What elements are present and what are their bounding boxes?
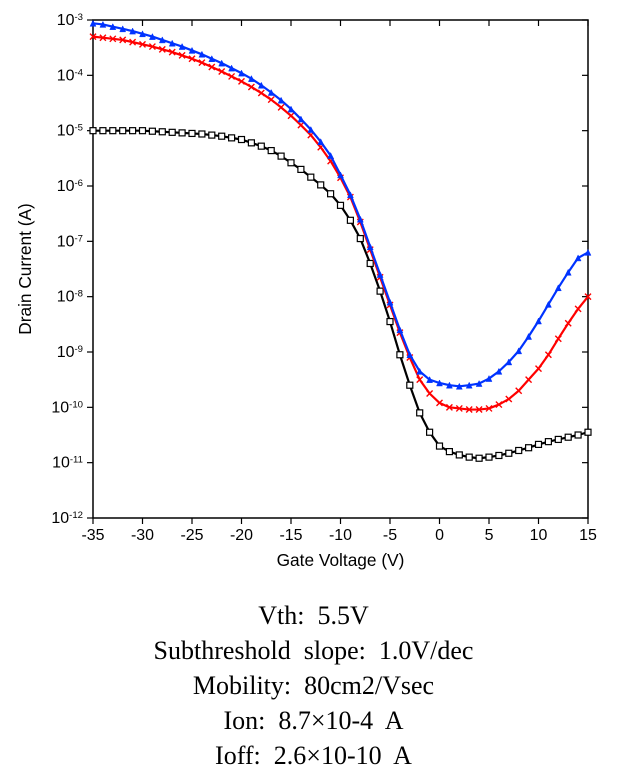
xlabel: Gate Voltage (V) xyxy=(277,550,405,570)
marker-series-black xyxy=(159,129,165,135)
xtick-label: -20 xyxy=(230,527,253,544)
marker-series-black xyxy=(328,191,334,197)
ylabel: Drain Current (A) xyxy=(15,203,35,335)
marker-series-black xyxy=(258,143,264,149)
marker-series-black xyxy=(496,452,502,458)
marker-series-black xyxy=(219,133,225,139)
marker-series-black xyxy=(209,132,215,138)
xtick-label: -30 xyxy=(131,527,154,544)
marker-series-black xyxy=(130,128,136,134)
marker-series-black xyxy=(377,288,383,294)
xtick-label: -35 xyxy=(81,527,104,544)
marker-series-black xyxy=(100,128,106,134)
marker-series-black xyxy=(239,137,245,143)
marker-series-black xyxy=(357,236,363,242)
marker-series-black xyxy=(446,449,452,455)
caption-block: Vth: 5.5VSubthreshold slope: 1.0V/decMob… xyxy=(0,598,627,773)
marker-series-black xyxy=(268,148,274,154)
marker-series-black xyxy=(199,131,205,137)
marker-series-black xyxy=(298,166,304,172)
figure-frame: -35-30-25-20-15-10-505101510-1210-1110-1… xyxy=(0,0,627,781)
marker-series-black xyxy=(338,202,344,208)
caption-line: Ion: 8.7×10-4 A xyxy=(0,703,627,738)
marker-series-black xyxy=(536,441,542,447)
caption-line: Mobility: 80cm2/Vsec xyxy=(0,668,627,703)
marker-series-black xyxy=(387,319,393,325)
xtick-label: 0 xyxy=(435,527,444,544)
marker-series-black xyxy=(179,130,185,136)
marker-series-black xyxy=(417,410,423,416)
xtick-label: -10 xyxy=(329,527,352,544)
xtick-label: 15 xyxy=(579,527,597,544)
marker-series-black xyxy=(565,434,571,440)
xtick-label: -25 xyxy=(180,527,203,544)
marker-series-black xyxy=(437,443,443,449)
marker-series-black xyxy=(585,429,591,435)
caption-line: Vth: 5.5V xyxy=(0,598,627,633)
marker-series-black xyxy=(229,135,235,141)
marker-series-black xyxy=(476,455,482,461)
marker-series-black xyxy=(189,130,195,136)
marker-series-black xyxy=(278,153,284,159)
marker-series-black xyxy=(110,128,116,134)
xtick-label: -15 xyxy=(279,527,302,544)
marker-series-black xyxy=(397,352,403,358)
marker-series-black xyxy=(555,436,561,442)
marker-series-black xyxy=(169,129,175,135)
marker-series-black xyxy=(427,429,433,435)
marker-series-black xyxy=(466,454,472,460)
marker-series-black xyxy=(318,182,324,188)
marker-series-black xyxy=(456,452,462,458)
marker-series-black xyxy=(288,160,294,166)
marker-series-black xyxy=(526,445,532,451)
xtick-label: 10 xyxy=(530,527,548,544)
marker-series-black xyxy=(90,128,96,134)
caption-line: Ioff: 2.6×10-10 A xyxy=(0,738,627,773)
marker-series-black xyxy=(149,128,155,134)
marker-series-black xyxy=(516,447,522,453)
marker-series-black xyxy=(140,128,146,134)
marker-series-black xyxy=(545,439,551,445)
xtick-label: -5 xyxy=(383,527,397,544)
marker-series-black xyxy=(486,454,492,460)
caption-line: Subthreshold slope: 1.0V/dec xyxy=(0,633,627,668)
marker-series-black xyxy=(367,260,373,266)
marker-series-black xyxy=(308,174,314,180)
marker-series-black xyxy=(407,382,413,388)
marker-series-black xyxy=(575,432,581,438)
marker-series-black xyxy=(248,140,254,146)
marker-series-black xyxy=(506,450,512,456)
drain-current-chart: -35-30-25-20-15-10-505101510-1210-1110-1… xyxy=(0,0,627,596)
xtick-label: 5 xyxy=(485,527,494,544)
marker-series-black xyxy=(120,128,126,134)
chart-container: -35-30-25-20-15-10-505101510-1210-1110-1… xyxy=(0,0,627,596)
marker-series-black xyxy=(347,217,353,223)
